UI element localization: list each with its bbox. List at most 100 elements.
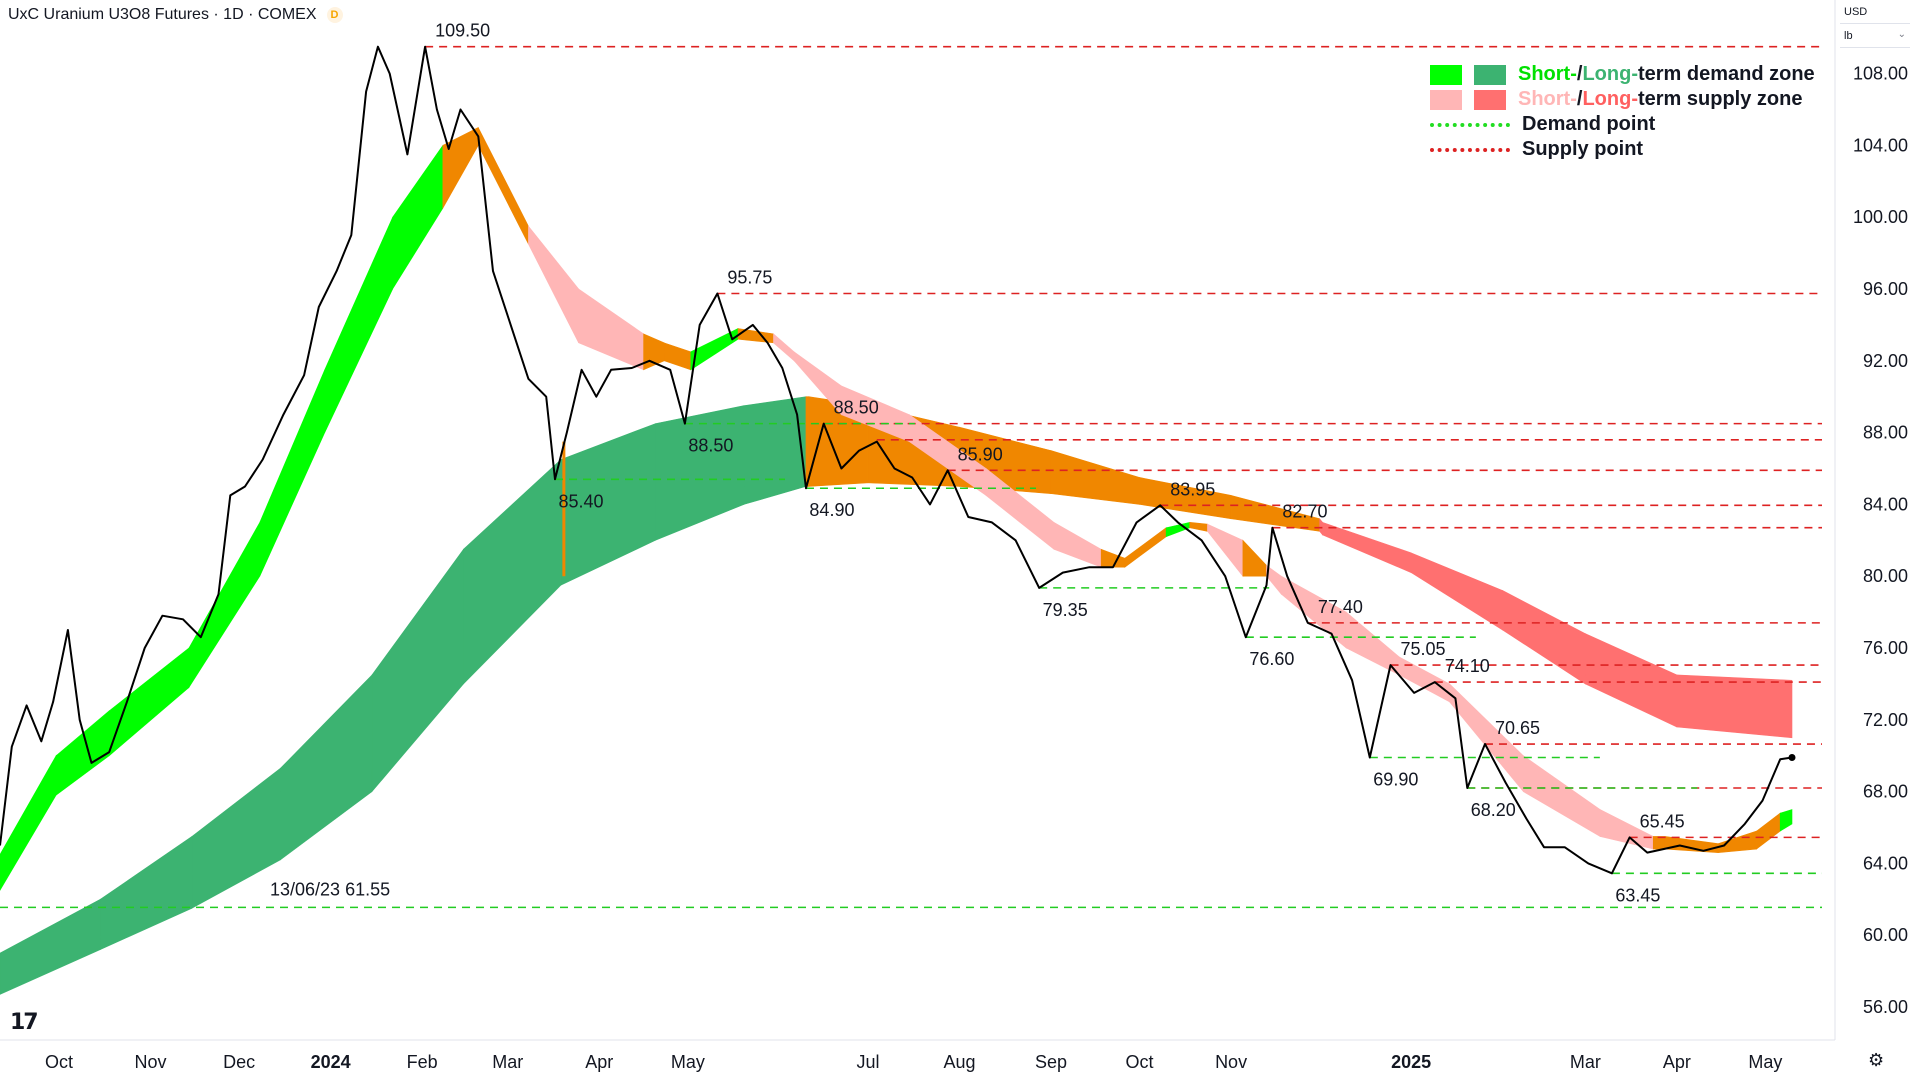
price-line <box>0 45 1793 875</box>
chart-header: UxC Uranium U3O8 Futures · 1D · COMEX D <box>8 6 343 24</box>
price-tick-label: 96.00 <box>1863 279 1908 299</box>
legend-long-label: Long- <box>1582 63 1638 85</box>
price-tick-label: 60.00 <box>1863 925 1908 945</box>
long-term-zone-segment-tr <box>1050 450 1140 505</box>
currency-label: USD <box>1844 6 1868 18</box>
short-term-zone-segment-tr <box>1652 836 1666 850</box>
long-term-zone-segment-ld <box>463 458 562 685</box>
long-term-zone-segment-ld <box>191 767 281 909</box>
long-term-zone-segment-ls <box>1502 590 1586 685</box>
short-term-zone-segment-ss <box>528 225 579 343</box>
short-term-zone-segment-tr <box>1664 836 1719 853</box>
symbol-title[interactable]: UxC Uranium U3O8 Futures · 1D · COMEX <box>8 6 317 23</box>
unit-selector[interactable]: lb ⌄ <box>1840 26 1910 48</box>
supply-point-label: 75.05 <box>1400 639 1445 659</box>
short-term-zone-segment-tr <box>643 333 665 371</box>
short-term-zone-segment-ss <box>578 288 644 371</box>
long-term-zone-segment-ld <box>100 835 193 951</box>
price-tick-label: 108.00 <box>1853 64 1908 84</box>
supply-point-label: 95.75 <box>727 267 772 287</box>
time-tick-label: Feb <box>407 1052 438 1072</box>
price-tick-label: 92.00 <box>1863 351 1908 371</box>
short-term-zone-segment-sd <box>324 217 393 433</box>
short-term-zone-segment-tr <box>442 126 479 210</box>
short-term-zone-segment-tr <box>477 127 529 245</box>
price-series <box>0 45 1796 875</box>
legend-supply-point: Supply point <box>1430 137 1815 162</box>
demand-point-label: 63.45 <box>1615 885 1660 905</box>
time-tick-label: 2024 <box>311 1052 351 1072</box>
short-term-zone-segment-ss <box>1207 523 1244 578</box>
short-term-zone-band <box>0 126 1793 891</box>
legend-short-label: Short- <box>1518 88 1577 110</box>
demand-point-label: 68.20 <box>1471 800 1516 820</box>
level-lines <box>0 45 1822 909</box>
long-term-zone-segment-ls <box>1322 521 1412 574</box>
short-term-zone-segment-tr <box>1756 812 1781 850</box>
legend-sep: / <box>1576 88 1583 110</box>
supply-point-label: 74.10 <box>1445 656 1490 676</box>
short-term-zone-segment-sd <box>1779 809 1793 832</box>
supply-point-label: 65.45 <box>1640 811 1685 831</box>
gear-icon[interactable]: ⚙ <box>1868 1050 1885 1070</box>
time-tick-label: Jul <box>856 1052 879 1072</box>
chart-legend: Short- / Long-term demand zone Short- / … <box>1430 62 1815 162</box>
time-tick-label: Nov <box>1215 1052 1247 1072</box>
tradingview-logo[interactable]: 17 <box>10 1010 39 1035</box>
long-term-zone-band <box>0 396 1793 995</box>
price-tick-label: 104.00 <box>1853 135 1908 155</box>
legend-supply-point-text: Supply point <box>1522 138 1644 160</box>
price-tick-label: 72.00 <box>1863 710 1908 730</box>
demand-point-label: 13/06/23 61.55 <box>270 879 390 899</box>
time-tick-label: Apr <box>1663 1052 1691 1072</box>
time-tick-label: Dec <box>223 1052 255 1072</box>
supply-point-label: 109.50 <box>435 21 490 41</box>
price-tick-label: 76.00 <box>1863 638 1908 658</box>
long-term-zone-segment-ld <box>655 405 745 541</box>
price-tick-label: 88.00 <box>1863 423 1908 443</box>
time-axis[interactable]: Oct Nov Dec 2024 Feb Mar Apr May Jul Aug Sep Oct Nov… <box>0 1039 1835 1072</box>
data-status-badge[interactable]: D <box>326 7 343 23</box>
time-tick-label: 2025 <box>1391 1052 1431 1072</box>
short-term-zone-segment-sd <box>108 647 190 757</box>
price-tick-label: 84.00 <box>1863 494 1908 514</box>
demand-point-label: 84.90 <box>809 500 854 520</box>
level-labels: 109.50 95.75 88.50 85.90 83.95 82.70 77.40 75.0… <box>270 21 1685 906</box>
legend-long-label: Long- <box>1582 88 1638 110</box>
supply-point-label: 82.70 <box>1282 502 1327 522</box>
long-term-zone-segment-ls <box>1585 633 1678 728</box>
price-tick-label: 64.00 <box>1863 853 1908 873</box>
supply-point-label: 77.40 <box>1318 597 1363 617</box>
long-term-zone-segment-tr <box>805 396 810 487</box>
time-tick-label: Aug <box>943 1052 975 1072</box>
demand-point-label: 76.60 <box>1249 649 1294 669</box>
long-term-zone-segment-ls <box>1410 552 1503 631</box>
demand-point-label: 69.90 <box>1373 769 1418 789</box>
supply-point-label: 83.95 <box>1170 479 1215 499</box>
short-term-zone-segment-sd <box>55 710 110 796</box>
chevron-down-icon: ⌄ <box>1897 29 1906 40</box>
price-tick-label: 80.00 <box>1863 566 1908 586</box>
long-term-zone-segment-ld <box>0 898 101 995</box>
legend-demand-point: Demand point <box>1430 112 1815 137</box>
short-term-zone-segment-ss <box>1523 755 1601 837</box>
time-tick-label: Mar <box>1570 1052 1601 1072</box>
supply-point-label: 70.65 <box>1495 718 1540 738</box>
legend-demand-point-text: Demand point <box>1522 113 1656 135</box>
long-demand-swatch <box>1474 64 1506 85</box>
demand-point-label: 88.50 <box>688 436 733 456</box>
last-price-dot <box>1788 753 1796 761</box>
legend-demand-zone: Short- / Long-term demand zone <box>1430 62 1815 87</box>
time-tick-label: Oct <box>1126 1052 1154 1072</box>
time-tick-label: May <box>1748 1052 1782 1072</box>
time-tick-label: Mar <box>492 1052 523 1072</box>
currency-selector[interactable]: USD <box>1840 2 1910 24</box>
price-axis[interactable]: 56.00 60.00 64.00 68.00 72.00 76.00 80.00 84.00… <box>1834 0 1908 1040</box>
long-supply-swatch <box>1474 89 1506 110</box>
price-tick-label: 68.00 <box>1863 782 1908 802</box>
short-term-zone-segment-tr <box>663 342 692 371</box>
supply-point-label: 88.50 <box>834 398 879 418</box>
supply-line-swatch <box>1430 147 1510 152</box>
unit-label: lb <box>1844 30 1853 42</box>
